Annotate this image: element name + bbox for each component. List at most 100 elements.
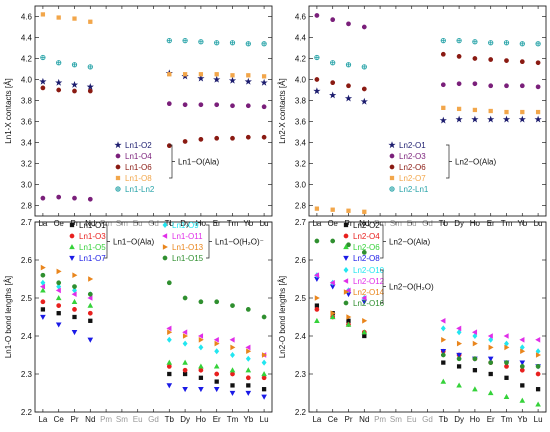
data-point	[40, 12, 46, 17]
x-tick-label: Er	[213, 415, 221, 424]
data-point	[245, 307, 251, 312]
series-Ln1-O2	[39, 69, 268, 90]
data-point	[88, 19, 93, 24]
data-point	[535, 352, 542, 358]
legend-marker	[162, 221, 168, 229]
legend-marker	[115, 164, 121, 170]
series-Ln1-O1	[40, 307, 267, 392]
data-point	[71, 291, 77, 298]
legend-label: Ln1-O4	[125, 152, 152, 161]
data-point	[72, 195, 77, 201]
y-axis-label: Ln1-X contacts [Å]	[4, 78, 13, 143]
x-tick-label: Tm	[227, 415, 239, 424]
series-Ln1-O5	[40, 287, 267, 377]
data-point	[55, 287, 61, 294]
panel-bottom-right: La Ce Pr Nd Pm Sm Eu Gd Tb Dy Ho Er Tm Yb Lu 2.2 2.3 2.4 2…	[278, 218, 547, 424]
data-point	[535, 387, 541, 392]
data-point	[440, 349, 447, 355]
data-point	[167, 72, 172, 77]
data-point	[261, 371, 267, 377]
data-point	[440, 378, 447, 384]
data-point	[455, 115, 463, 123]
data-point	[214, 340, 220, 347]
data-point	[167, 371, 172, 377]
data-point	[72, 272, 78, 279]
legend-marker	[343, 300, 349, 306]
data-point	[228, 76, 237, 84]
data-point	[229, 367, 236, 373]
y-tick-label: 2.4	[21, 332, 33, 341]
data-point	[471, 115, 479, 123]
data-point	[504, 109, 509, 115]
data-point	[314, 307, 320, 312]
data-point	[87, 291, 93, 297]
data-point	[214, 348, 220, 355]
series-Ln1-Ln2	[40, 38, 267, 70]
data-point	[261, 104, 267, 110]
legend-label: Ln2-O2	[353, 221, 380, 230]
data-point	[198, 344, 204, 351]
series-Ln1-O8	[40, 12, 267, 79]
data-point	[182, 387, 188, 393]
data-point	[456, 106, 462, 112]
data-point	[314, 13, 320, 18]
data-point	[488, 344, 494, 351]
data-point	[440, 352, 446, 358]
data-point	[261, 41, 267, 47]
x-tick-label: Ce	[328, 415, 339, 424]
data-point	[330, 207, 335, 212]
data-point	[230, 135, 235, 141]
data-point	[198, 336, 204, 343]
x-tick-label: Sm	[390, 415, 402, 424]
legend-label: Ln1-O3	[79, 232, 106, 241]
data-point	[213, 387, 220, 393]
data-point	[214, 40, 220, 46]
data-point	[39, 77, 47, 85]
data-point	[313, 272, 320, 279]
data-point	[519, 41, 525, 47]
legend-label: Ln1-O13	[172, 243, 204, 252]
x-tick-label: Pr	[345, 415, 353, 424]
data-point	[166, 364, 172, 369]
data-point	[361, 64, 367, 70]
legend-marker	[389, 164, 395, 170]
data-point	[361, 24, 367, 30]
data-point	[535, 60, 541, 66]
legend-marker	[162, 244, 168, 250]
legend-label: Ln1-O15	[172, 254, 204, 263]
data-point	[230, 371, 235, 377]
data-point	[361, 295, 367, 301]
y-tick-label: 4.4	[21, 34, 33, 43]
data-point	[40, 272, 46, 278]
data-point	[245, 134, 251, 140]
data-point	[56, 280, 62, 286]
legend-bracket	[446, 144, 452, 179]
legend-group: Ln1-O2 Ln1-O4 Ln1-O6 Ln1-O8 Ln1-Ln2 Ln1−O(Ala…	[114, 141, 219, 194]
y-tick-label: 4.0	[21, 76, 33, 85]
panel-top-left: LaCePrNdPmSmEuGdTbDyHoErTmYbLu2.83.03.23…	[4, 5, 273, 228]
legend-group-label: Ln1−O(Ala)	[113, 238, 154, 247]
series-Ln2-O16	[314, 238, 541, 369]
data-point	[261, 387, 267, 392]
data-point	[71, 62, 78, 68]
x-tick-label: Ce	[54, 415, 65, 424]
legend-label: Ln2-O1	[399, 141, 426, 150]
data-point	[72, 88, 77, 94]
legend-marker	[343, 255, 349, 261]
series-Ln2-O3	[314, 13, 541, 90]
y-tick-label: 4.4	[295, 34, 307, 43]
data-point	[440, 82, 446, 88]
data-point	[456, 81, 462, 87]
data-point	[519, 364, 525, 369]
data-point	[197, 74, 205, 82]
data-point	[40, 264, 46, 271]
series-Ln2-O6	[314, 51, 541, 92]
legend-group-label: Ln2−O(H₂O)	[389, 283, 434, 292]
data-point	[487, 333, 493, 339]
data-point	[166, 325, 172, 332]
data-point	[182, 38, 188, 44]
data-point	[345, 321, 352, 327]
data-point	[330, 310, 336, 317]
data-point	[441, 105, 446, 110]
legend-label: Ln2-O3	[399, 152, 426, 161]
